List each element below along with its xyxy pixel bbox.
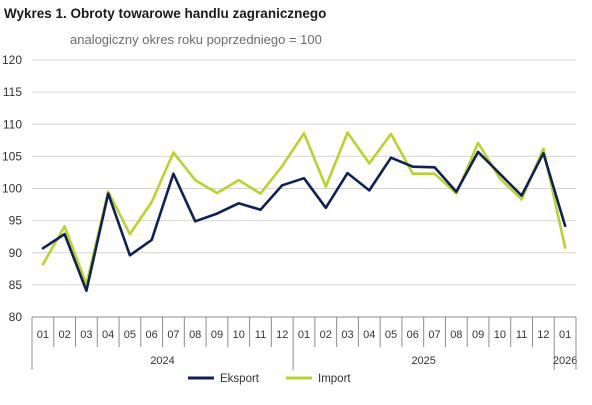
x-tick-label: 03 <box>341 329 353 341</box>
y-tick-label: 120 <box>2 53 22 67</box>
x-tick-label: 01 <box>37 329 49 341</box>
year-label: 2024 <box>150 355 174 367</box>
x-tick-label: 04 <box>102 329 114 341</box>
x-tick-label: 04 <box>363 329 375 341</box>
x-tick-label: 05 <box>124 329 136 341</box>
year-label: 2026 <box>553 355 577 367</box>
x-tick-label: 01 <box>298 329 310 341</box>
series-line-eksport <box>41 150 567 293</box>
x-tick-label: 02 <box>59 329 71 341</box>
y-tick-label: 105 <box>2 149 22 163</box>
y-tick-label: 85 <box>9 278 23 292</box>
year-label: 2025 <box>411 355 435 367</box>
x-tick-label: 02 <box>320 329 332 341</box>
x-tick-label: 07 <box>167 329 179 341</box>
x-tick-label: 08 <box>189 329 201 341</box>
x-tick-label: 09 <box>211 329 223 341</box>
x-tick-label: 06 <box>146 329 158 341</box>
y-tick-label: 115 <box>3 85 22 99</box>
legend-label-eksport: Eksport <box>220 373 260 385</box>
x-tick-label: 08 <box>450 329 462 341</box>
x-tick-label: 01 <box>559 329 571 341</box>
chart-title: Wykres 1. Obroty towarowe handlu zagrani… <box>4 6 327 21</box>
x-tick-label: 05 <box>385 329 397 341</box>
x-tick-label: 06 <box>407 329 419 341</box>
x-tick-label: 12 <box>276 329 288 341</box>
x-tick-label: 11 <box>516 329 527 341</box>
y-tick-label: 110 <box>3 117 22 131</box>
chart-subtitle: analogiczny okres roku poprzedniego = 10… <box>70 32 322 47</box>
y-tick-label: 90 <box>9 246 23 260</box>
legend-label-import: Import <box>318 373 351 385</box>
x-tick-label: 09 <box>472 329 484 341</box>
x-tick-label: 07 <box>428 329 440 341</box>
y-tick-label: 80 <box>9 310 23 324</box>
x-tick-label: 10 <box>494 329 506 341</box>
x-tick-label: 03 <box>80 329 92 341</box>
x-tick-label: 11 <box>255 329 266 341</box>
series-line-import <box>41 131 567 286</box>
x-tick-label: 12 <box>537 329 549 341</box>
x-tick-label: 10 <box>233 329 245 341</box>
y-tick-label: 95 <box>9 214 23 228</box>
y-tick-label: 100 <box>2 182 22 196</box>
